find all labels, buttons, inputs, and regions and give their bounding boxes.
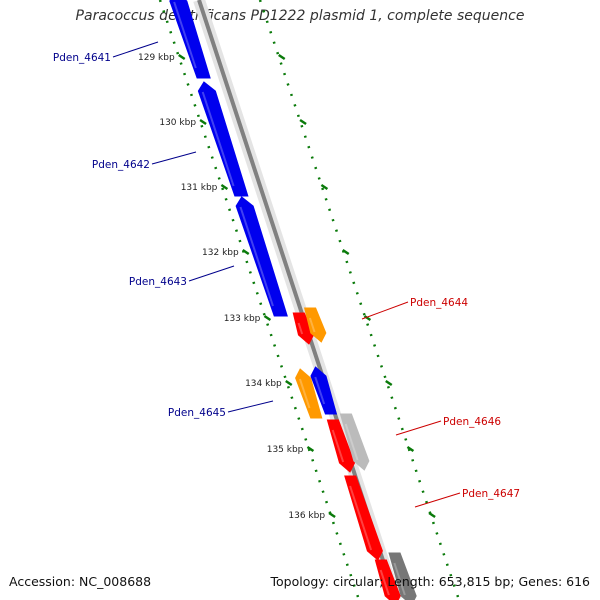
tick-labels: 129 kbp 130 kbp 131 kbp 132 kbp 133 kbp 134 k… [138, 53, 436, 521]
tick-label: 136 kbp [288, 511, 325, 521]
gene-feature [197, 81, 249, 197]
gene-feature [339, 413, 370, 471]
tick-mark [320, 183, 329, 191]
tick-mark [306, 445, 315, 453]
gene-label-leader [112, 41, 159, 58]
gene-feature-highlight [201, 91, 235, 187]
tick-mark [199, 118, 207, 126]
gene-labels: Pden_4641 Pden_4642 Pden_4643 Pden_4645 Pden… [53, 41, 520, 508]
gene-feature-highlight [331, 429, 345, 463]
gene-label-leader [151, 151, 197, 165]
tick-track [158, 0, 361, 600]
tick-label: 130 kbp [159, 118, 196, 128]
genome-stats: Topology: circular; Length: 653,815 bp; … [270, 574, 591, 589]
gene-feature-highlight [173, 1, 197, 69]
gene-feature-highlight [239, 206, 274, 307]
gene-label-leader [414, 492, 461, 508]
tick-label: 131 kbp [181, 183, 218, 193]
tick-mark [406, 445, 415, 453]
gene-label-leader [361, 301, 409, 320]
gene-label: Pden_4645 [168, 407, 226, 419]
gene-label: Pden_4641 [53, 52, 111, 64]
gene-feature [310, 366, 338, 415]
tick-mark [242, 248, 250, 256]
gene-label-leader [395, 420, 442, 436]
gene-label-leader [188, 265, 235, 282]
gene-label: Pden_4643 [129, 276, 187, 288]
gene-feature [235, 196, 288, 317]
tick-mark [299, 118, 307, 126]
tick-mark [428, 511, 436, 519]
gene-feature-highlight [393, 562, 406, 596]
gene-feature-highlight [314, 376, 326, 405]
features [169, 0, 417, 600]
tick-mark [363, 314, 372, 322]
gene-feature [303, 307, 327, 343]
tick-mark [220, 183, 229, 191]
tick-mark [285, 379, 293, 387]
gene-feature-highlight [308, 317, 316, 333]
tick-mark [328, 511, 336, 519]
tick-mark [263, 314, 272, 322]
tick-label: 129 kbp [138, 53, 175, 63]
gene-feature-highlight [297, 322, 304, 335]
gene-label: Pden_4644 [410, 297, 468, 309]
tick-mark [178, 53, 186, 61]
gene-feature [169, 0, 211, 79]
gene-label: Pden_4646 [443, 416, 501, 428]
gene-feature-highlight [298, 378, 311, 409]
gene-feature [344, 475, 383, 561]
gene-feature [388, 552, 417, 600]
gene-feature [292, 312, 315, 345]
tick-label: 135 kbp [267, 445, 304, 455]
gene-label: Pden_4647 [462, 488, 520, 500]
gene-feature [326, 419, 356, 473]
gene-feature [374, 559, 401, 600]
gene-feature-highlight [344, 423, 359, 461]
tick-mark [342, 248, 350, 256]
gene-feature-highlight [349, 485, 373, 551]
gene-feature-highlight [379, 569, 390, 596]
tick-label: 133 kbp [224, 314, 261, 324]
tick-label: 134 kbp [245, 379, 282, 389]
accession-text: Accession: NC_008688 [9, 574, 152, 589]
gene-label-leader [227, 400, 274, 413]
tick-label: 132 kbp [202, 248, 239, 258]
tick-mark [385, 379, 393, 387]
gene-feature [295, 368, 323, 419]
tick-mark [278, 53, 286, 61]
gene-label: Pden_4642 [92, 159, 150, 171]
